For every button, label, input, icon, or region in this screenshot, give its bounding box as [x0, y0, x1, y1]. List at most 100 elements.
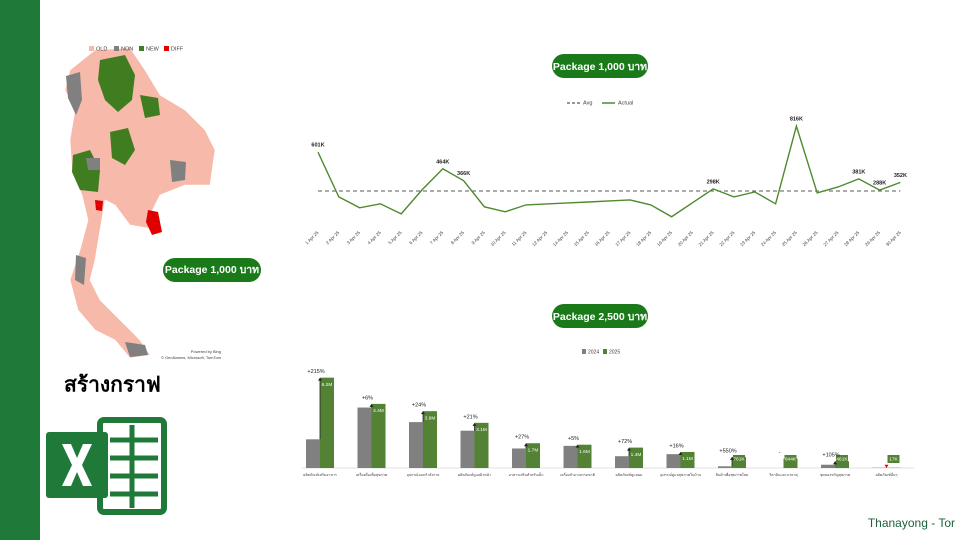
map-region	[75, 255, 86, 285]
data-label-box	[681, 454, 694, 463]
side-strip	[0, 0, 40, 540]
bar	[371, 403, 386, 468]
x-tick-label: เครื่องดื่มเพื่อสุขภาพ	[356, 472, 388, 478]
data-label: 464K	[436, 159, 449, 165]
legend-swatch	[114, 46, 119, 51]
bar	[423, 411, 437, 468]
legend-label: NEW	[146, 46, 160, 52]
x-tick-label: วิตามินและแร่ธาตุ	[769, 473, 798, 478]
data-label: 6.2M	[322, 382, 333, 388]
map-region	[125, 342, 148, 357]
data-label: 3.9M	[425, 415, 436, 421]
data-label: 761K	[733, 456, 745, 462]
data-label-box	[372, 406, 385, 415]
data-label-box	[527, 446, 539, 455]
x-tick-label: อุปกรณ์ดูแลสุขภาพในบ้าน	[660, 472, 702, 478]
map-region	[66, 72, 82, 115]
data-label: 366K	[457, 171, 470, 177]
bar	[666, 454, 681, 468]
excel-icon	[46, 417, 167, 515]
map	[64, 47, 216, 359]
bar	[320, 377, 334, 468]
bar	[563, 445, 578, 468]
map-region	[140, 95, 160, 118]
data-label: 601K	[311, 143, 324, 149]
data-label-box	[836, 455, 848, 463]
data-label: 381K	[852, 169, 865, 175]
bar	[783, 458, 798, 468]
data-label: 461K	[836, 456, 848, 462]
change-arrowhead	[884, 464, 889, 468]
data-label: 288K	[873, 181, 886, 187]
map-region	[95, 200, 103, 211]
data-label-box	[630, 450, 642, 459]
legend-label: 2024	[588, 349, 599, 355]
change-arrowhead	[730, 456, 734, 460]
bar	[474, 422, 489, 468]
data-label-box	[424, 414, 436, 423]
change-arrowhead	[627, 447, 631, 451]
map-label: Package 1,000 บาท	[165, 264, 259, 276]
data-label-box	[887, 455, 900, 463]
x-tick-label: อุปกรณ์ออกกำลังกาย	[407, 473, 440, 478]
data-label: 1.4M	[631, 452, 642, 458]
change-label: +6%	[362, 395, 373, 401]
data-label: 1.7M	[528, 447, 539, 453]
legend-label: OLD	[96, 46, 107, 52]
change-arrowhead	[421, 411, 425, 415]
x-tick-label: ผลิตภัณฑ์ดูแลผม	[616, 473, 643, 477]
x-tick-label: ชุดของขวัญสุขภาพ	[820, 473, 851, 478]
data-label: 644K	[785, 456, 797, 462]
data-label: 352K	[894, 173, 907, 179]
bar	[615, 456, 629, 468]
bar	[718, 466, 732, 468]
change-label: -	[779, 450, 781, 456]
bar	[835, 461, 849, 468]
change-arrowhead	[318, 377, 322, 381]
change-arrowhead	[524, 443, 528, 447]
bar	[821, 464, 835, 468]
change-arrowhead	[833, 461, 837, 465]
chart-title: Package 2,500 บาท	[553, 311, 647, 323]
legend-label: NON	[121, 46, 133, 52]
map-credit: © GeoNames, Microsoft, TomTom	[161, 355, 222, 360]
data-label-box	[475, 425, 488, 434]
legend-swatch	[582, 349, 586, 354]
map-region	[98, 55, 135, 112]
change-label: +5%	[568, 436, 579, 442]
data-label-box	[578, 447, 591, 456]
data-label: 3.1M	[476, 427, 487, 433]
change-label: +16%	[669, 443, 683, 449]
map-region	[86, 158, 100, 170]
author: Thanayong - Tor	[868, 516, 955, 530]
x-tick-label: อาหารเสริมสำหรับเด็ก	[509, 471, 544, 477]
line-series	[317, 123, 901, 218]
x-tick-label: สินค้าเพื่อสุขภาพใหม่	[716, 472, 749, 478]
x-tick-label: เครื่องสำอางธรรมชาติ	[560, 472, 595, 477]
legend-label: Actual	[618, 100, 633, 106]
chart-title: Package 1,000 บาท	[553, 61, 647, 73]
data-label: 1.1M	[682, 456, 693, 462]
change-label: +72%	[618, 439, 632, 445]
title-pill	[552, 304, 648, 328]
bar	[512, 448, 526, 468]
legend-swatch	[164, 46, 169, 51]
legend-swatch	[139, 46, 144, 51]
map-credit: Powered by Bing	[191, 349, 221, 354]
legend-swatch	[89, 46, 94, 51]
bar	[460, 430, 475, 468]
data-label-box	[321, 380, 333, 389]
data-label: 17K	[889, 456, 898, 462]
data-label: 1.6M	[579, 449, 590, 455]
map-region	[146, 210, 162, 235]
data-label: 4.4M	[373, 408, 384, 414]
map-label-pill	[163, 258, 261, 282]
legend-swatch	[603, 349, 607, 354]
data-label: 816K	[790, 117, 803, 123]
title-pill	[552, 54, 648, 78]
data-label-box	[733, 455, 745, 463]
change-label: +27%	[515, 435, 529, 441]
x-tick-label: ผลิตภัณฑ์ดูแลผิวหน้า	[458, 472, 491, 477]
legend-label: Avg	[583, 100, 592, 106]
